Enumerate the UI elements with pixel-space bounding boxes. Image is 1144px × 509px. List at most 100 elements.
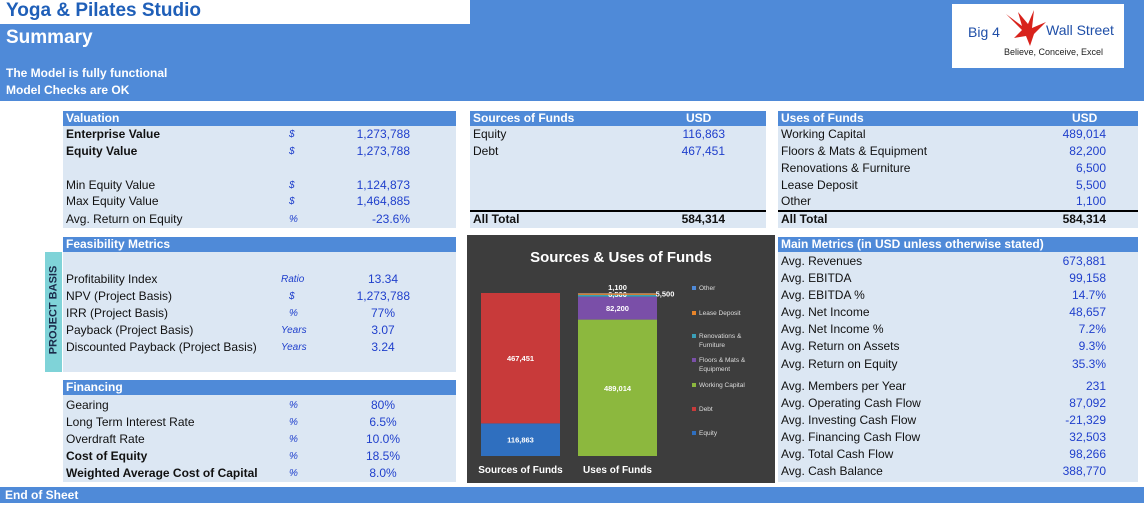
model-status-note: The Model is fully functional	[6, 66, 168, 80]
legend-label: Lease Deposit	[699, 310, 741, 317]
metric-value: 673,881	[1062, 254, 1106, 268]
chart-data-label: 467,451	[507, 354, 534, 363]
page-subtitle: Summary	[6, 27, 93, 48]
financing-value: 10.0%	[365, 432, 401, 446]
sources-total-value: 584,314	[681, 212, 725, 226]
feasibility-unit: Years	[281, 342, 307, 353]
sources-header: Sources of Funds USD	[470, 111, 766, 126]
feasibility-header: Feasibility Metrics	[63, 237, 456, 252]
uses-title: Uses of Funds	[781, 111, 864, 125]
legend-swatch	[692, 431, 696, 435]
legend-label: Working Capital	[699, 382, 745, 389]
feasibility-value: 3.07	[371, 323, 395, 337]
financing-panel: Financing Gearing % 80% Long Term Intere…	[63, 380, 456, 482]
chart-category-label: Sources of Funds	[478, 465, 563, 476]
chart-title: Sources & Uses of Funds	[530, 249, 712, 266]
logo-left-text: Big 4	[968, 24, 1000, 40]
chart-data-label: 1,100	[608, 283, 627, 292]
valuation-value: 1,273,788	[356, 127, 410, 141]
sources-uses-chart: Sources & Uses of Funds 116,863 467,451 489…	[467, 235, 775, 483]
financing-unit: %	[289, 468, 298, 479]
uses-total-divider	[778, 210, 1138, 212]
financing-label: Weighted Average Cost of Capital	[66, 466, 258, 480]
uses-value: 6,500	[1075, 161, 1106, 175]
chart-bar-lease-deposit	[578, 293, 657, 295]
main-metrics-panel: Main Metrics (in USD unless otherwise st…	[778, 237, 1138, 482]
financing-value: 6.5%	[369, 415, 397, 429]
valuation-unit: $	[289, 180, 295, 191]
metric-value: 35.3%	[1071, 357, 1106, 371]
metric-value: 14.7%	[1071, 288, 1106, 302]
sources-title: Sources of Funds	[473, 111, 575, 125]
metric-value: 98,266	[1069, 447, 1106, 461]
metric-label: Avg. Net Income	[781, 305, 870, 319]
uses-currency: USD	[1072, 111, 1098, 125]
valuation-label: Max Equity Value	[66, 194, 159, 208]
financing-unit: %	[289, 451, 298, 462]
feasibility-label: IRR (Project Basis)	[66, 306, 169, 320]
valuation-panel: Valuation Enterprise Value $ 1,273,788 E…	[63, 111, 456, 228]
sources-currency: USD	[686, 111, 712, 125]
metric-value: 48,657	[1069, 305, 1106, 319]
feasibility-value: 13.34	[367, 272, 399, 286]
uses-panel: Uses of Funds USD Working Capital 489,01…	[778, 111, 1138, 228]
sources-label: Debt	[473, 144, 499, 158]
legend-label: Renovations &	[699, 333, 742, 340]
feasibility-unit: Years	[281, 325, 307, 336]
metric-label: Avg. EBITDA	[781, 271, 852, 285]
main-metrics-header: Main Metrics (in USD unless otherwise st…	[778, 237, 1138, 252]
financing-header: Financing	[63, 380, 456, 395]
financing-unit: %	[289, 417, 298, 428]
metric-label: Avg. Revenues	[781, 254, 863, 268]
metric-label: Avg. Members per Year	[781, 379, 907, 393]
chart-bar-equity	[481, 423, 560, 456]
page-title: Yoga & Pilates Studio	[6, 0, 201, 21]
uses-header: Uses of Funds USD	[778, 111, 1138, 126]
valuation-label: Equity Value	[66, 144, 138, 158]
feasibility-unit: Ratio	[281, 274, 305, 285]
legend-label: Equipment	[699, 366, 730, 373]
metric-label: Avg. Cash Balance	[781, 464, 883, 478]
end-of-sheet: End of Sheet	[0, 487, 1144, 503]
title-box	[0, 0, 470, 24]
metric-value: 32,503	[1069, 430, 1106, 444]
feasibility-unit: $	[289, 291, 295, 302]
metric-label: Avg. Return on Assets	[781, 339, 900, 353]
legend-label: Equity	[699, 430, 718, 437]
valuation-value: 1,273,788	[356, 144, 410, 158]
metric-label: Avg. Return on Equity	[781, 357, 898, 371]
feasibility-label: Discounted Payback (Project Basis)	[66, 340, 257, 354]
uses-label: Other	[781, 194, 812, 208]
legend-label: Debt	[699, 406, 713, 413]
legend-swatch	[692, 311, 696, 315]
company-logo: Big 4 Wall Street Believe, Conceive, Exc…	[952, 4, 1124, 68]
metric-label: Avg. Financing Cash Flow	[781, 430, 921, 444]
valuation-label: Min Equity Value	[66, 178, 156, 192]
valuation-unit: $	[289, 196, 295, 207]
legend-swatch	[692, 383, 696, 387]
eagle-icon	[1006, 10, 1046, 46]
legend-swatch	[692, 407, 696, 411]
sources-label: Equity	[473, 127, 507, 141]
financing-value: 8.0%	[369, 466, 397, 480]
model-checks-note: Model Checks are OK	[6, 83, 130, 97]
uses-value: 82,200	[1069, 144, 1106, 158]
metric-label: Avg. Operating Cash Flow	[781, 396, 921, 410]
financing-label: Long Term Interest Rate	[66, 415, 195, 429]
metric-value: 87,092	[1069, 396, 1106, 410]
uses-value: 489,014	[1062, 127, 1106, 141]
metric-value: 388,770	[1062, 464, 1106, 478]
valuation-label: Avg. Return on Equity	[66, 212, 183, 226]
chart-category-label: Uses of Funds	[583, 465, 652, 476]
chart-data-label: 82,200	[606, 304, 629, 313]
valuation-unit: $	[289, 146, 295, 157]
legend-swatch	[692, 286, 696, 290]
uses-label: Floors & Mats & Equipment	[781, 144, 928, 158]
uses-total-label: All Total	[781, 212, 828, 226]
legend-label: Furniture	[699, 342, 725, 349]
chart-bar-renovations-furniture	[578, 294, 657, 297]
uses-label: Working Capital	[781, 127, 866, 141]
metric-label: Avg. Total Cash Flow	[781, 447, 894, 461]
uses-total-value: 584,314	[1062, 212, 1106, 226]
feasibility-panel: Feasibility Metrics Profitability Index …	[63, 237, 456, 372]
